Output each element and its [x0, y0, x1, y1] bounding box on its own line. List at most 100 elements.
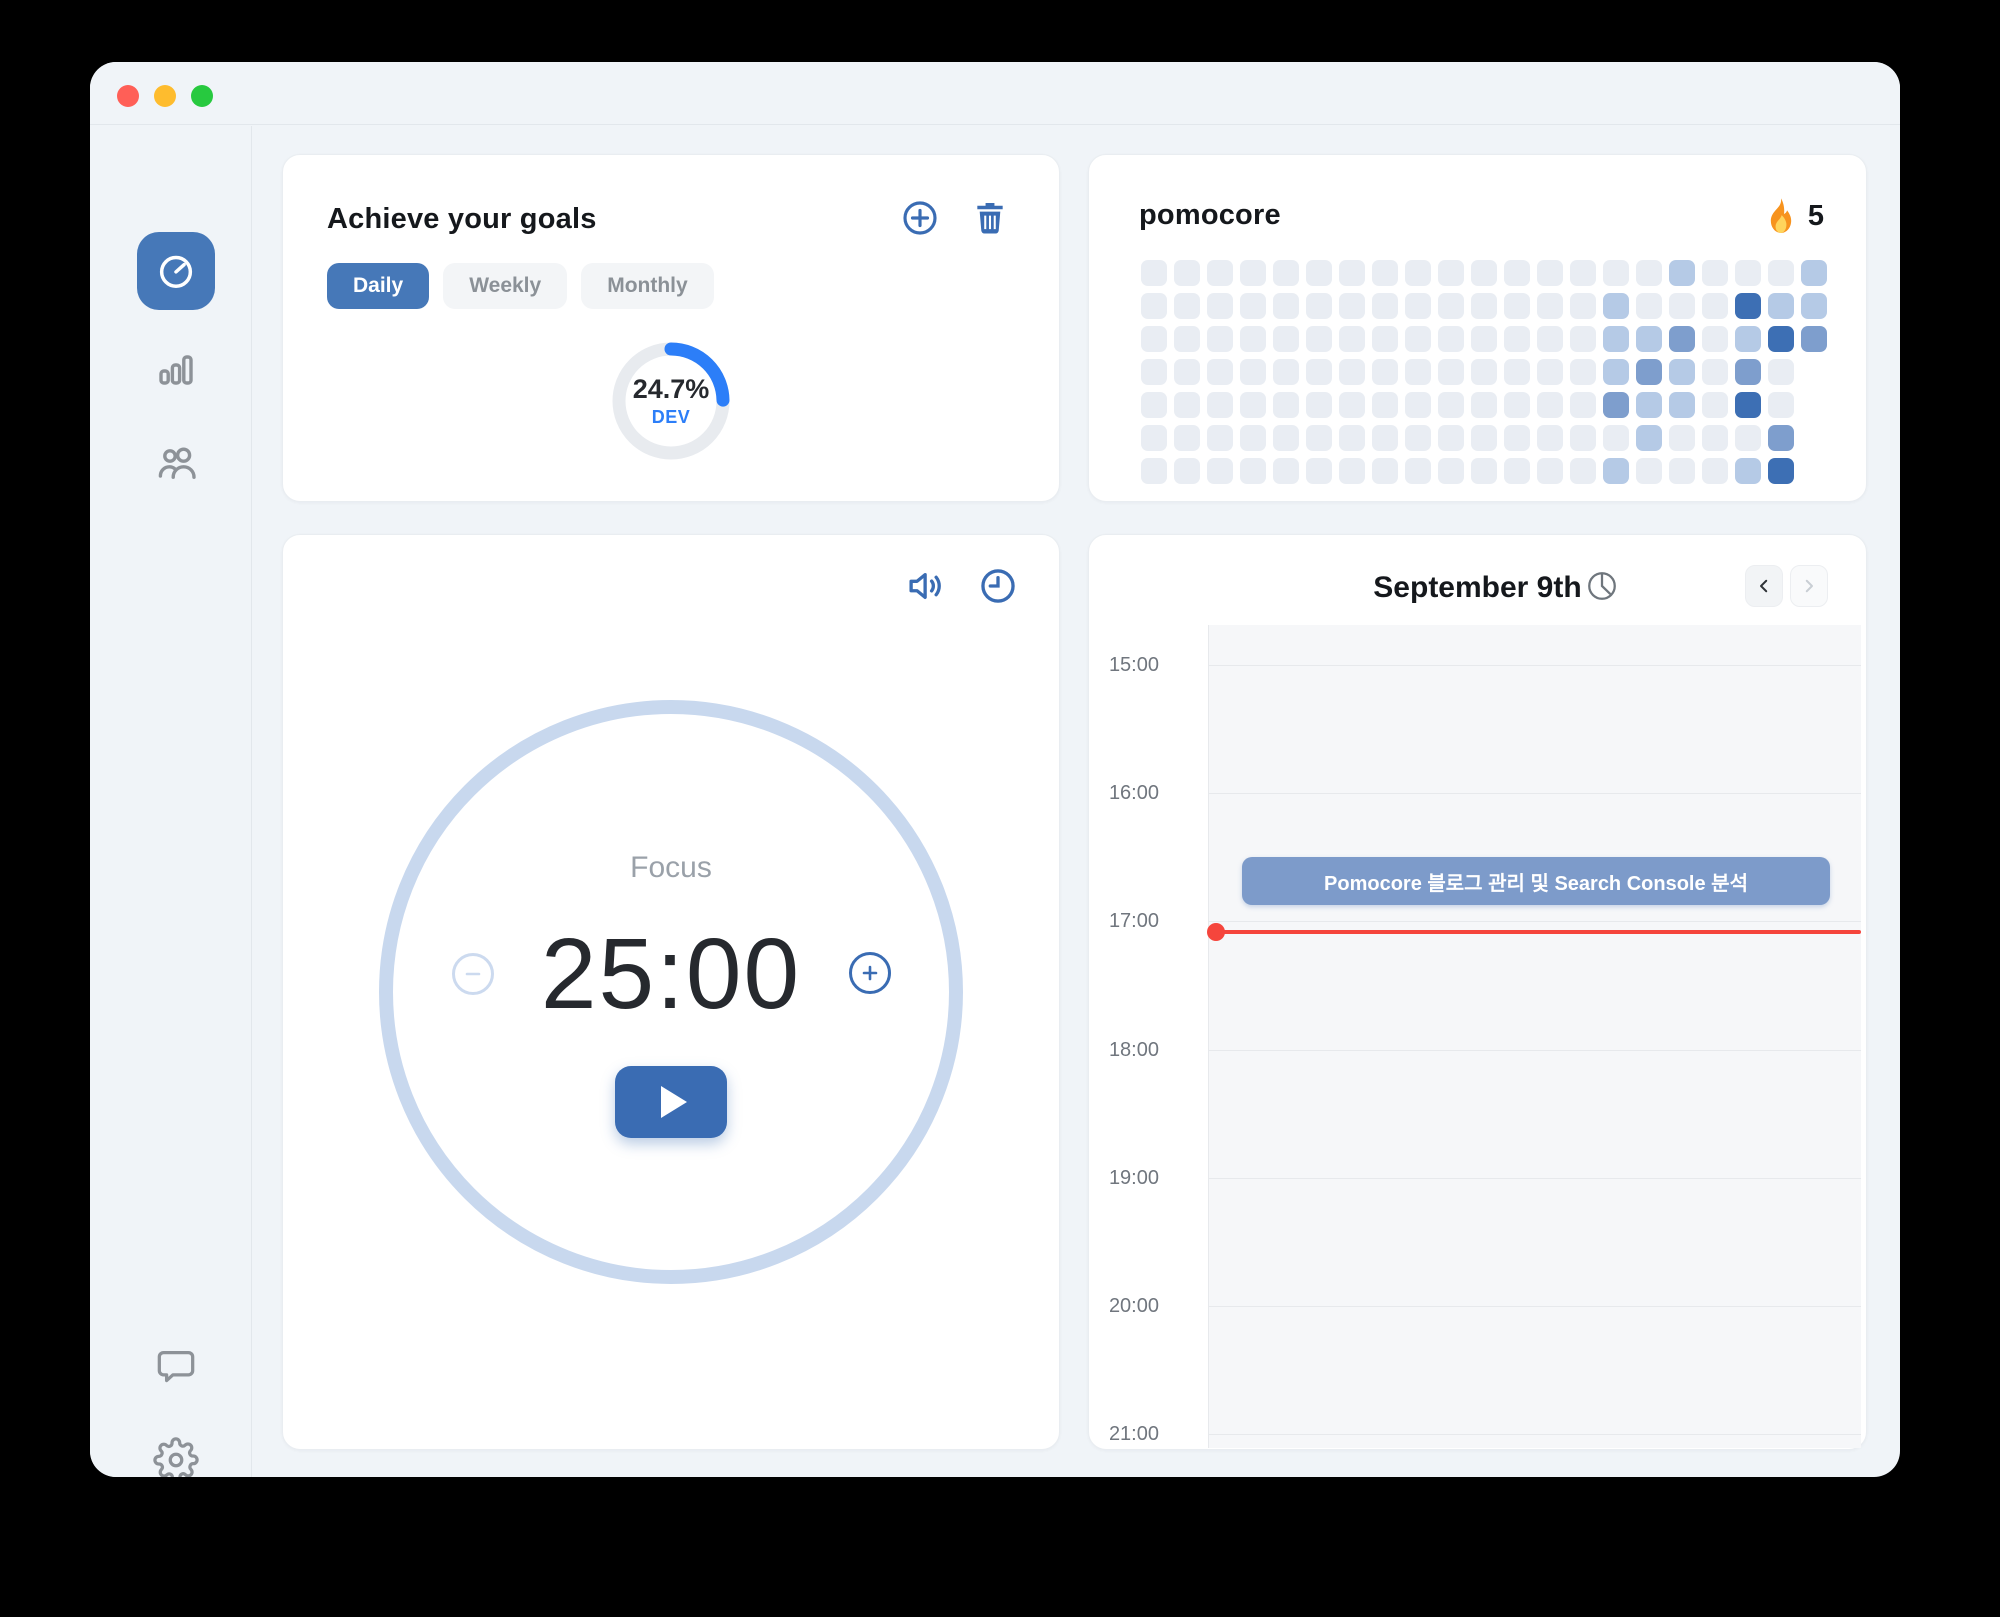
heatmap-cell[interactable]	[1537, 359, 1563, 385]
heatmap-cell[interactable]	[1273, 260, 1299, 286]
heatmap-cell[interactable]	[1306, 326, 1332, 352]
heatmap-cell[interactable]	[1636, 293, 1662, 319]
heatmap-cell[interactable]	[1339, 425, 1365, 451]
heatmap-cell[interactable]	[1504, 260, 1530, 286]
heatmap-cell[interactable]	[1306, 359, 1332, 385]
heatmap-cell[interactable]	[1471, 392, 1497, 418]
heatmap-cell[interactable]	[1372, 359, 1398, 385]
heatmap-cell[interactable]	[1240, 260, 1266, 286]
heatmap-cell[interactable]	[1405, 359, 1431, 385]
heatmap-cell[interactable]	[1636, 326, 1662, 352]
heatmap-cell[interactable]	[1240, 359, 1266, 385]
previous-day-button[interactable]	[1745, 565, 1783, 607]
start-timer-button[interactable]	[615, 1066, 727, 1138]
heatmap-cell[interactable]	[1768, 425, 1794, 451]
heatmap-cell[interactable]	[1603, 458, 1629, 484]
heatmap-cell[interactable]	[1801, 260, 1827, 286]
heatmap-cell[interactable]	[1735, 293, 1761, 319]
heatmap-cell[interactable]	[1207, 458, 1233, 484]
heatmap-cell[interactable]	[1240, 293, 1266, 319]
heatmap-cell[interactable]	[1735, 260, 1761, 286]
heatmap-cell[interactable]	[1273, 326, 1299, 352]
tab-monthly[interactable]: Monthly	[581, 263, 714, 309]
heatmap-cell[interactable]	[1603, 326, 1629, 352]
heatmap-cell[interactable]	[1669, 458, 1695, 484]
heatmap-cell[interactable]	[1141, 425, 1167, 451]
heatmap-cell[interactable]	[1537, 458, 1563, 484]
heatmap-cell[interactable]	[1339, 293, 1365, 319]
heatmap-cell[interactable]	[1537, 425, 1563, 451]
heatmap-cell[interactable]	[1537, 326, 1563, 352]
heatmap-cell[interactable]	[1471, 326, 1497, 352]
heatmap-cell[interactable]	[1438, 293, 1464, 319]
heatmap-cell[interactable]	[1504, 458, 1530, 484]
heatmap-cell[interactable]	[1207, 260, 1233, 286]
heatmap-cell[interactable]	[1438, 458, 1464, 484]
heatmap-cell[interactable]	[1405, 392, 1431, 418]
heatmap-cell[interactable]	[1735, 326, 1761, 352]
heatmap-cell[interactable]	[1537, 293, 1563, 319]
heatmap-cell[interactable]	[1141, 359, 1167, 385]
heatmap-cell[interactable]	[1669, 260, 1695, 286]
heatmap-cell[interactable]	[1636, 260, 1662, 286]
heatmap-cell[interactable]	[1504, 359, 1530, 385]
heatmap-cell[interactable]	[1339, 392, 1365, 418]
heatmap-cell[interactable]	[1141, 458, 1167, 484]
heatmap-cell[interactable]	[1471, 425, 1497, 451]
heatmap-cell[interactable]	[1438, 392, 1464, 418]
heatmap-cell[interactable]	[1372, 458, 1398, 484]
heatmap-cell[interactable]	[1702, 392, 1728, 418]
heatmap-cell[interactable]	[1174, 359, 1200, 385]
heatmap-cell[interactable]	[1735, 425, 1761, 451]
heatmap-cell[interactable]	[1240, 425, 1266, 451]
heatmap-cell[interactable]	[1405, 326, 1431, 352]
timer-history-button[interactable]	[977, 565, 1019, 607]
heatmap-cell[interactable]	[1174, 260, 1200, 286]
heatmap-cell[interactable]	[1141, 326, 1167, 352]
heatmap-cell[interactable]	[1174, 293, 1200, 319]
heatmap-cell[interactable]	[1603, 260, 1629, 286]
heatmap-cell[interactable]	[1207, 425, 1233, 451]
heatmap-cell[interactable]	[1669, 326, 1695, 352]
heatmap-cell[interactable]	[1405, 293, 1431, 319]
heatmap-cell[interactable]	[1570, 359, 1596, 385]
sidebar-item-feedback[interactable]	[152, 1342, 200, 1390]
heatmap-cell[interactable]	[1471, 359, 1497, 385]
heatmap-cell[interactable]	[1339, 326, 1365, 352]
heatmap-cell[interactable]	[1471, 260, 1497, 286]
heatmap-cell[interactable]	[1603, 359, 1629, 385]
heatmap-cell[interactable]	[1372, 293, 1398, 319]
heatmap-cell[interactable]	[1240, 458, 1266, 484]
heatmap-cell[interactable]	[1207, 326, 1233, 352]
heatmap-cell[interactable]	[1735, 392, 1761, 418]
heatmap-cell[interactable]	[1273, 293, 1299, 319]
heatmap-cell[interactable]	[1636, 425, 1662, 451]
heatmap-cell[interactable]	[1273, 425, 1299, 451]
heatmap-cell[interactable]	[1141, 260, 1167, 286]
heatmap-cell[interactable]	[1405, 458, 1431, 484]
heatmap-cell[interactable]	[1603, 293, 1629, 319]
heatmap-cell[interactable]	[1207, 293, 1233, 319]
heatmap-cell[interactable]	[1768, 293, 1794, 319]
heatmap-cell[interactable]	[1636, 359, 1662, 385]
increase-time-button[interactable]	[849, 952, 891, 994]
heatmap-cell[interactable]	[1504, 326, 1530, 352]
heatmap-cell[interactable]	[1768, 458, 1794, 484]
heatmap-cell[interactable]	[1306, 458, 1332, 484]
heatmap-cell[interactable]	[1372, 392, 1398, 418]
heatmap-cell[interactable]	[1471, 458, 1497, 484]
heatmap-cell[interactable]	[1339, 458, 1365, 484]
heatmap-cell[interactable]	[1339, 260, 1365, 286]
heatmap-cell[interactable]	[1801, 326, 1827, 352]
heatmap-cell[interactable]	[1504, 293, 1530, 319]
heatmap-cell[interactable]	[1735, 458, 1761, 484]
heatmap-cell[interactable]	[1306, 293, 1332, 319]
add-goal-button[interactable]	[899, 197, 941, 239]
heatmap-cell[interactable]	[1339, 359, 1365, 385]
heatmap-cell[interactable]	[1240, 326, 1266, 352]
next-day-button[interactable]	[1790, 565, 1828, 607]
heatmap-cell[interactable]	[1174, 326, 1200, 352]
sound-toggle-button[interactable]	[905, 565, 947, 607]
heatmap-cell[interactable]	[1372, 425, 1398, 451]
minimize-window-button[interactable]	[154, 85, 176, 107]
